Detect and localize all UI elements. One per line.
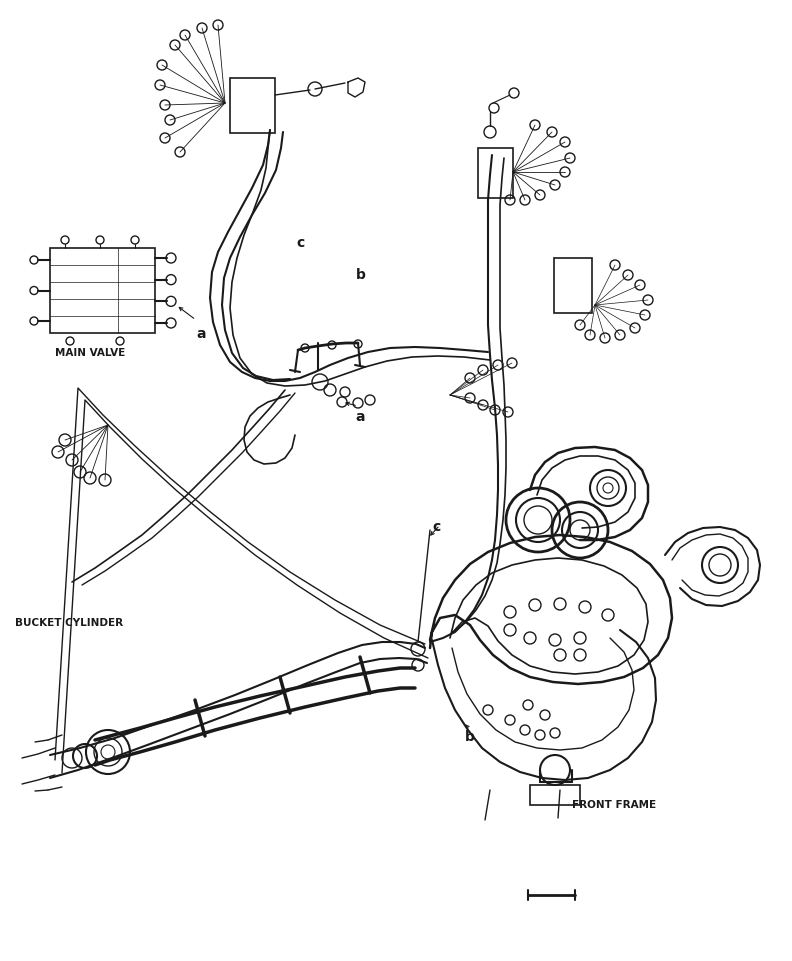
Text: a: a — [355, 410, 364, 424]
Text: b: b — [465, 730, 475, 744]
Text: FRONT FRAME: FRONT FRAME — [572, 800, 656, 810]
Text: a: a — [196, 327, 205, 341]
Text: MAIN VALVE: MAIN VALVE — [55, 348, 125, 358]
Text: c: c — [432, 520, 440, 534]
Bar — [230, 78, 275, 133]
Bar — [530, 785, 580, 805]
Bar — [50, 248, 155, 333]
Text: c: c — [296, 236, 304, 250]
Bar — [554, 258, 592, 313]
Bar — [478, 148, 513, 198]
Text: b: b — [356, 268, 366, 282]
Text: BUCKET CYLINDER: BUCKET CYLINDER — [15, 618, 123, 628]
